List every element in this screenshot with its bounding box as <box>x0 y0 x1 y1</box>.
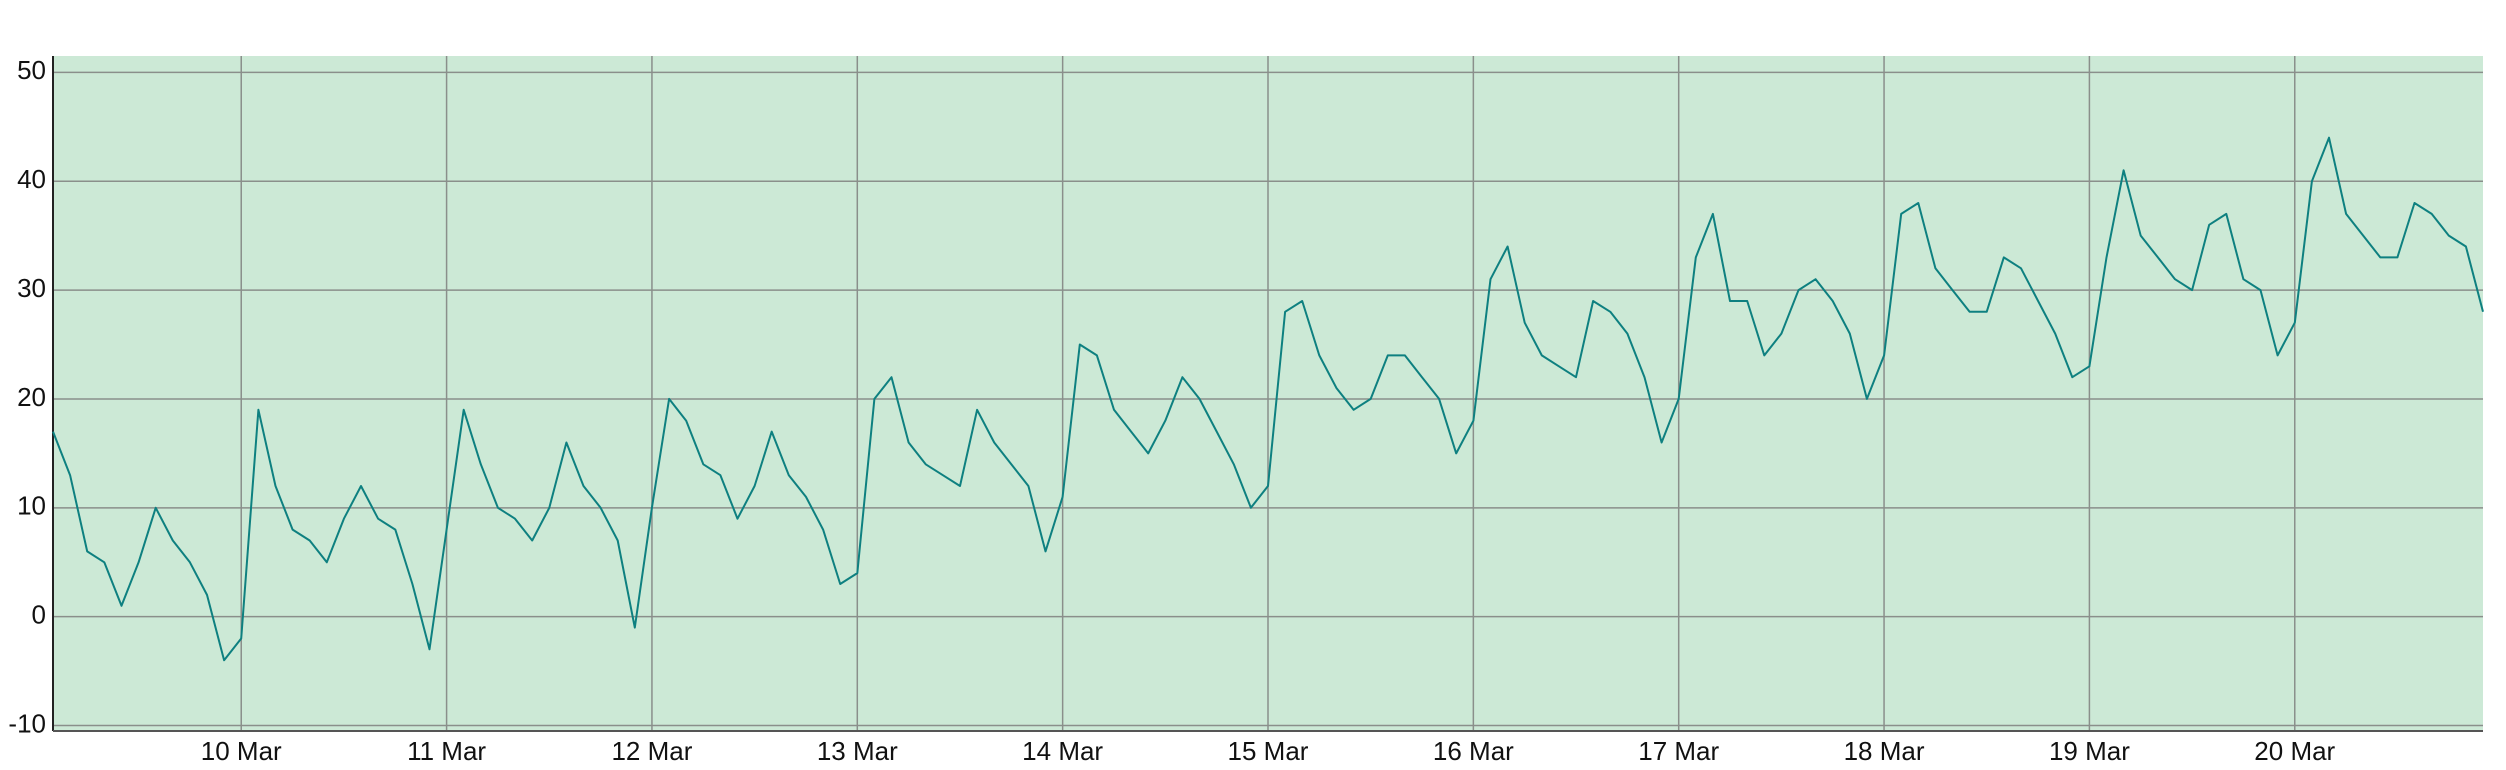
y-tick-label: 50 <box>17 55 46 85</box>
y-tick-label: 40 <box>17 164 46 194</box>
y-tick-label: 10 <box>17 491 46 521</box>
x-tick-label: 15 Mar <box>1228 736 1309 766</box>
x-tick-label: 16 Mar <box>1433 736 1514 766</box>
x-tick-label: 13 Mar <box>817 736 898 766</box>
x-tick-label: 20 Mar <box>2254 736 2335 766</box>
y-tick-label: -10 <box>8 708 46 738</box>
x-tick-label: 12 Mar <box>611 736 692 766</box>
y-tick-label: 0 <box>32 600 46 630</box>
x-tick-label: 19 Mar <box>2049 736 2130 766</box>
x-tick-label: 14 Mar <box>1022 736 1103 766</box>
data-line <box>52 136 2484 662</box>
x-tick-label: 18 Mar <box>1844 736 1925 766</box>
y-tick-label: 20 <box>17 382 46 412</box>
y-tick-label: 30 <box>17 273 46 303</box>
x-tick-label: 17 Mar <box>1638 736 1719 766</box>
x-tick-label: 10 Mar <box>201 736 282 766</box>
x-tick-label: 11 Mar <box>407 736 486 766</box>
